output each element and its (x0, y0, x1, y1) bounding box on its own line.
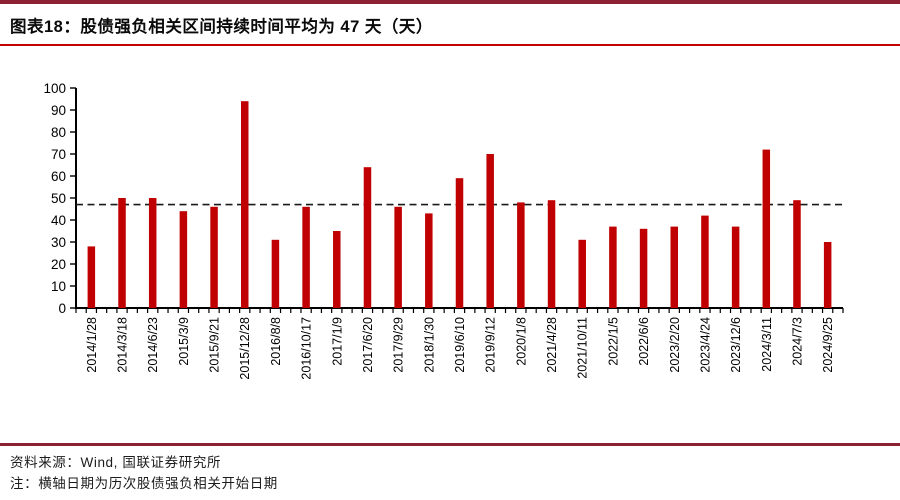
y-tick-label: 100 (43, 81, 66, 96)
x-axis-label: 2022/1/5 (606, 317, 620, 366)
bar (793, 200, 801, 308)
bar-chart-svg: 0 10 20 30 40 50 60 70 80 90 100 2014/1/28 2014/3/18… (43, 81, 844, 380)
x-axis-label: 2024/3/11 (760, 317, 774, 372)
bar (578, 239, 586, 308)
bar (240, 101, 249, 308)
x-axis-label: 2019/6/10 (453, 317, 467, 373)
bar (271, 239, 280, 308)
x-axis-label: 2017/9/29 (392, 317, 406, 373)
bar (517, 202, 525, 308)
bar (823, 242, 832, 308)
y-tick-label: 50 (51, 191, 66, 206)
x-axis-label: 2023/2/20 (668, 317, 682, 373)
x-axis-label: 2017/6/20 (361, 317, 375, 373)
x-axis-label: 2015/3/9 (177, 317, 191, 366)
x-axis-label: 2016/10/17 (300, 317, 314, 380)
title-underline-rule (0, 44, 900, 46)
bar (179, 211, 188, 308)
note-text: 注：横轴日期为历次股债强负相关开始日期 (10, 476, 278, 491)
x-axis-label: 2016/8/8 (269, 317, 283, 366)
source-text: 资料来源：Wind, 国联证券研究所 (10, 455, 222, 470)
y-tick-label: 70 (51, 147, 66, 162)
x-axis-label: 2017/1/9 (330, 317, 344, 366)
y-tick-label: 90 (51, 103, 66, 118)
x-axis-label: 2021/4/28 (545, 317, 559, 373)
bar (486, 154, 494, 308)
x-axis-label: 2019/9/12 (484, 317, 498, 373)
x-axis-label: 2022/6/6 (637, 317, 651, 366)
chart-title: 图表18：股债强负相关区间持续时间平均为 47 天（天） (10, 18, 433, 36)
bar (731, 226, 740, 308)
y-tick-label: 0 (58, 301, 66, 316)
y-tick-label: 60 (51, 169, 66, 184)
bar (118, 198, 126, 308)
x-axis-label: 2024/7/3 (790, 317, 804, 366)
y-tick-label: 10 (51, 279, 66, 294)
x-axis-label: 2014/1/28 (85, 317, 99, 373)
bar (762, 149, 771, 308)
x-axis-label: 2023/12/6 (729, 317, 743, 373)
bar (455, 178, 464, 308)
y-tick-label: 40 (51, 213, 66, 228)
top-rule (0, 0, 900, 4)
x-axis-label: 2014/3/18 (116, 317, 130, 373)
bar (394, 206, 402, 308)
x-axis-label: 2024/9/25 (821, 317, 835, 373)
bar (148, 198, 157, 308)
footer-rule (0, 443, 900, 446)
bar (609, 226, 617, 308)
bar (363, 167, 372, 308)
y-tick-label: 30 (51, 235, 66, 250)
x-axis-label: 2023/4/24 (698, 317, 712, 373)
x-axis-label: 2014/6/23 (146, 317, 160, 373)
x-axis-label: 2018/1/30 (422, 317, 436, 373)
x-axis-label: 2020/1/8 (514, 317, 528, 366)
bar (333, 231, 341, 308)
bar (547, 200, 556, 308)
bar (670, 226, 679, 308)
x-axis-label: 2015/12/28 (238, 317, 252, 380)
bar (701, 215, 709, 308)
bar (210, 206, 218, 308)
x-axis-label: 2015/9/21 (208, 317, 222, 373)
y-tick-label: 80 (51, 125, 66, 140)
bar (425, 213, 433, 308)
x-axis-label: 2021/10/11 (576, 317, 590, 379)
duration-bar-chart: 0 10 20 30 40 50 60 70 80 90 100 2014/1/28 2014/3/18… (0, 50, 900, 440)
y-tick-label: 20 (51, 257, 66, 272)
bar (639, 228, 648, 308)
bar (87, 246, 96, 308)
bar (302, 206, 310, 308)
